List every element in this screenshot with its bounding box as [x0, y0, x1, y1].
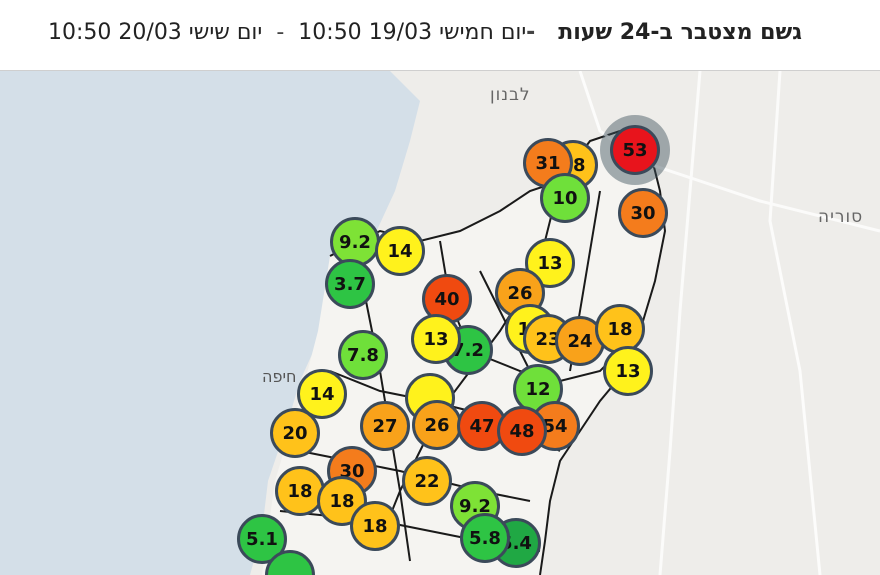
station-marker[interactable]: 18 — [275, 466, 325, 516]
station-value: 10 — [552, 187, 578, 209]
station-marker[interactable]: 9.2 — [330, 217, 380, 267]
station-value: 26 — [424, 414, 450, 436]
station-value: 9.2 — [459, 495, 491, 517]
range-to: יום שישי 20/03 10:50 — [48, 20, 263, 45]
rain-map[interactable]: לבנון סוריה חיפה 18 31 10 53 30 9.2 14 3.7 13 26 4… — [0, 71, 880, 575]
station-marker[interactable]: 26 — [412, 400, 462, 450]
label-lebanon: לבנון — [490, 85, 531, 105]
station-value: 9.2 — [339, 231, 371, 253]
station-value: 24 — [567, 330, 593, 352]
title-separator: - — [526, 20, 536, 45]
station-value: 14 — [309, 383, 335, 405]
station-value: 14 — [387, 240, 413, 262]
station-value: 13 — [423, 328, 449, 350]
station-marker[interactable]: 18 — [350, 501, 400, 551]
range-dash: - — [276, 20, 285, 45]
station-marker[interactable]: 20 — [270, 408, 320, 458]
station-marker[interactable]: 14 — [375, 226, 425, 276]
station-value: 22 — [414, 470, 440, 492]
station-value: 12 — [525, 378, 551, 400]
label-haifa: חיפה — [262, 367, 297, 386]
station-marker[interactable]: 13 — [603, 346, 653, 396]
station-value: 48 — [509, 420, 535, 442]
station-value: 53 — [622, 139, 648, 161]
station-marker[interactable]: 48 — [497, 406, 547, 456]
station-marker[interactable]: 13 — [411, 314, 461, 364]
station-marker[interactable]: 7.8 — [338, 330, 388, 380]
station-marker[interactable]: 3.7 — [325, 259, 375, 309]
station-value: 18 — [287, 480, 313, 502]
station-value: 23 — [535, 328, 561, 350]
station-value: 13 — [615, 360, 641, 382]
station-value: 31 — [535, 152, 561, 174]
station-value: 13 — [537, 252, 563, 274]
station-marker[interactable]: 5.1 — [237, 514, 287, 564]
station-value: 18 — [362, 515, 388, 537]
header: גשם מצטבר ב-24 שעות - יום חמישי 19/03 10… — [0, 0, 880, 71]
station-value: 27 — [372, 415, 398, 437]
station-value: 47 — [469, 415, 495, 437]
station-marker[interactable]: 30 — [618, 188, 668, 238]
station-marker[interactable]: 18 — [317, 476, 367, 526]
station-marker[interactable]: 27 — [360, 401, 410, 451]
station-marker[interactable]: 53 — [610, 125, 660, 175]
station-value: 20 — [282, 422, 308, 444]
station-marker[interactable]: 47 — [457, 401, 507, 451]
station-value: 3.7 — [334, 273, 366, 295]
title-text: גשם מצטבר ב-24 שעות — [558, 20, 802, 45]
station-marker[interactable]: 5.8 — [460, 513, 510, 563]
label-syria: סוריה — [818, 207, 864, 227]
station-marker[interactable]: 13 — [525, 238, 575, 288]
station-value: 26 — [507, 282, 533, 304]
station-value: 30 — [630, 202, 656, 224]
header-title: גשם מצטבר ב-24 שעות - — [526, 20, 802, 45]
station-value: 18 — [329, 490, 355, 512]
station-value: 18 — [607, 318, 633, 340]
station-value: 40 — [434, 288, 460, 310]
roads — [578, 71, 880, 575]
range-from: יום חמישי 19/03 10:50 — [298, 20, 527, 45]
station-value: 7.8 — [347, 344, 379, 366]
station-value: 5.8 — [469, 527, 501, 549]
station-marker[interactable]: 22 — [402, 456, 452, 506]
date-range: יום חמישי 19/03 10:50 - יום שישי 20/03 1… — [48, 20, 526, 45]
station-marker[interactable]: 10 — [540, 173, 590, 223]
station-value: 5.1 — [246, 528, 278, 550]
station-value: 54 — [542, 415, 568, 437]
